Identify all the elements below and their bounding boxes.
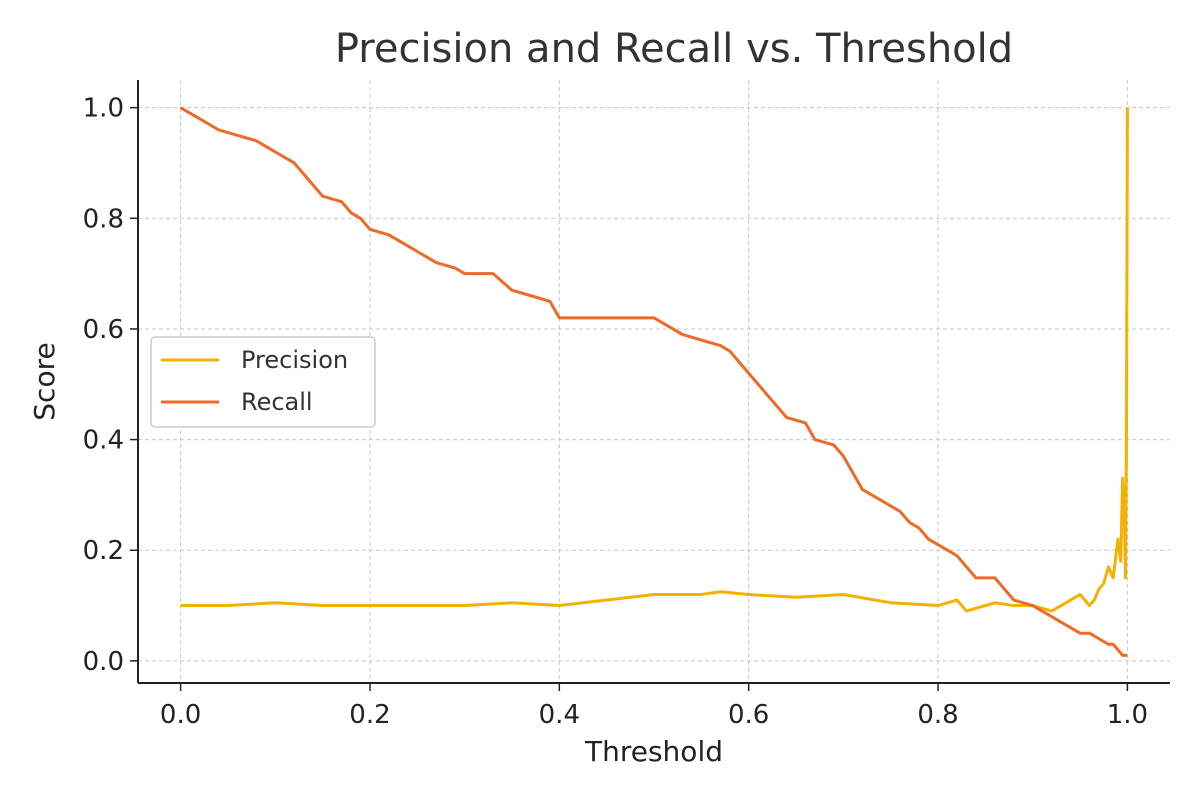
legend-label-precision: Precision [241,346,348,374]
axes [137,80,1170,684]
series-line-precision [180,107,1129,613]
x-axis-title: Threshold [584,735,723,768]
legend-label-recall: Recall [241,388,313,416]
x-tick-label: 0.6 [728,700,769,730]
x-tick-label: 0.4 [539,700,580,730]
x-tick-label: 1.0 [1107,700,1148,730]
series-line-recall [179,106,1128,657]
x-tick-label: 0.0 [160,700,201,730]
legend: Precision Recall [150,336,376,428]
y-ticks: 0.0 0.2 0.4 0.6 0.8 1.0 [83,94,138,677]
y-tick-label: 0.4 [83,426,124,456]
x-tick-label: 0.2 [349,700,390,730]
chart-title: Precision and Recall vs. Threshold [335,26,1013,72]
y-tick-label: 0.2 [83,536,124,566]
y-tick-label: 0.8 [83,204,124,234]
series-layer [179,106,1129,657]
y-tick-label: 1.0 [83,94,124,124]
x-tick-label: 0.8 [917,700,958,730]
y-tick-label: 0.6 [83,315,124,345]
x-ticks: 0.0 0.2 0.4 0.6 0.8 1.0 [160,683,1148,730]
y-axis-title: Score [28,342,61,420]
y-tick-label: 0.0 [83,647,124,677]
